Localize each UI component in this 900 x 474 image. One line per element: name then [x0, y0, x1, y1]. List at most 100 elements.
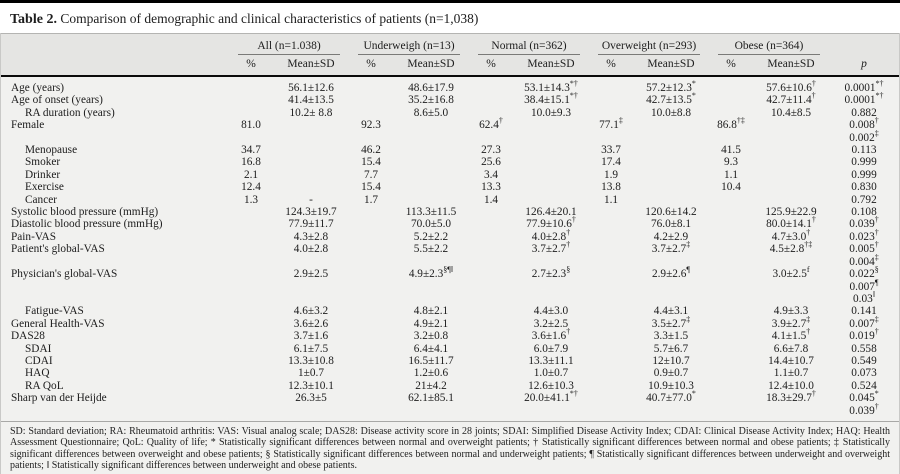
percent-header: %: [349, 55, 393, 77]
percent-cell: [349, 231, 393, 243]
row-label: Systolic blood pressure (mmHg): [11, 206, 159, 219]
percent-cell: [589, 94, 633, 106]
percent-cell: [469, 355, 513, 367]
mean-sd-cell: 4.8±2.1: [413, 305, 449, 318]
group-header-all: All (n=1.038): [229, 33, 349, 55]
mean-sd-cell: 6.1±7.5: [293, 342, 329, 355]
percent-cell: 62.4†: [479, 116, 503, 132]
mean-sd-cell: 4.5±2.8†‡: [769, 240, 813, 256]
mean-sd-cell: 4.6±3.2: [293, 305, 329, 318]
mean-sd-cell: [633, 169, 709, 181]
group-header-label: Overweight (n=293): [598, 40, 700, 55]
row-label: Smoker: [25, 156, 61, 169]
mean-sd-cell: 41.4±13.5: [288, 94, 334, 107]
percent-cell: [589, 355, 633, 367]
row-label: Diastolic blood pressure (mmHg): [11, 218, 163, 231]
row-label: RA duration (years): [25, 106, 115, 119]
row-label: Pain-VAS: [11, 230, 56, 243]
percent-cell: [469, 305, 513, 317]
mean-sd-cell: 8.6±5.0: [413, 106, 449, 119]
mean-sd-cell: -: [309, 193, 313, 206]
mean-sd-cell: [513, 144, 589, 156]
row-label: RA QoL: [25, 379, 64, 392]
percent-cell: 10.4: [721, 181, 741, 194]
table-row: HAQ 1±0.7 1.2±0.6 1.0±0.7 0.9±0.7 1.1±0.7 0.07…: [1, 367, 899, 379]
table-row: Age of onset (years) 41.4±13.5 35.2±16.8 38…: [1, 91, 899, 107]
mean-sd-cell: [633, 144, 709, 156]
mean-sd-cell: 12.3±10.1: [288, 379, 334, 392]
table-row: Fatigue-VAS 4.6±3.2 4.8±2.1 4.4±3.0 4.4±3.1 4…: [1, 305, 899, 317]
mean-sd-cell: [513, 119, 589, 144]
mean-sd-header: Mean±SD: [393, 55, 469, 77]
mean-sd-cell: 3.7±2.7‡: [651, 240, 691, 256]
footnote-divider: [1, 420, 899, 422]
percent-cell: [349, 218, 393, 230]
mean-sd-cell: 76.0±8.1: [650, 218, 692, 231]
percent-cell: [709, 367, 753, 379]
group-header-obese: Obese (n=364): [709, 33, 830, 55]
percent-cell: [469, 218, 513, 230]
mean-sd-cell: 18.3±29.7†: [766, 389, 816, 405]
mean-sd-cell: 4.2±2.9: [653, 230, 689, 243]
row-label: HAQ: [25, 367, 50, 380]
p-value-cell: 0.008† 0.002‡: [849, 116, 879, 144]
mean-sd-cell: 5.7±6.7: [653, 342, 689, 355]
mean-sd-cell: [633, 181, 709, 193]
percent-cell: 27.3: [481, 144, 501, 157]
table-row: Exercise 12.4 15.4 13.3 13.8 10.4 0.830: [1, 181, 899, 193]
table-row: SDAI 6.1±7.5 6.4±4.1 6.0±7.9 5.7±6.7 6.6±7.8 0…: [1, 343, 899, 355]
mean-sd-cell: 3.2±2.5: [533, 317, 569, 330]
mean-sd-cell: [633, 156, 709, 168]
percent-cell: [709, 268, 753, 305]
percent-cell: [229, 343, 273, 355]
mean-sd-cell: 10.0±9.3: [530, 106, 572, 119]
table-row: RA QoL 12.3±10.1 21±4.2 12.6±10.3 10.9±10.3 1…: [1, 380, 899, 392]
mean-sd-cell: 21±4.2: [415, 379, 447, 392]
mean-sd-cell: [753, 181, 829, 193]
mean-sd-cell: [513, 181, 589, 193]
mean-sd-cell: 5.2±2.2: [413, 230, 449, 243]
row-label: Cancer: [25, 193, 57, 206]
percent-cell: [469, 268, 513, 305]
mean-sd-cell: 42.7±11.4†: [766, 91, 816, 107]
percent-cell: [229, 355, 273, 367]
percent-cell: [469, 206, 513, 218]
percent-cell: 34.7: [241, 144, 261, 157]
percent-cell: 3.4: [483, 168, 499, 181]
row-label: General Health-VAS: [11, 317, 105, 330]
p-value-cell: 0.113: [851, 144, 877, 157]
percent-cell: 2.1: [243, 168, 259, 181]
row-label: Exercise: [25, 181, 64, 194]
percent-cell: [469, 243, 513, 268]
mean-sd-cell: [393, 119, 469, 144]
percent-cell: 16.8: [241, 156, 261, 169]
mean-sd-cell: 1.2±0.6: [413, 367, 449, 380]
mean-sd-cell: [273, 144, 349, 156]
sub-header-row: % Mean±SD % Mean±SD % Mean±SD % Mean±SD …: [1, 55, 900, 77]
row-label: Age (years): [11, 82, 65, 94]
percent-cell: [349, 206, 393, 218]
group-header-label: Obese (n=364): [718, 40, 821, 55]
percent-cell: [589, 330, 633, 342]
percent-cell: [589, 206, 633, 218]
p-value-cell: 0.045* 0.039†: [849, 389, 879, 417]
percent-cell: [349, 330, 393, 342]
percent-cell: [229, 318, 273, 330]
mean-sd-cell: [273, 156, 349, 168]
p-value-cell: 0.019†: [849, 327, 879, 343]
mean-sd-cell: 3.6±1.6†: [531, 327, 571, 343]
p-value-cell: 0.023†: [849, 228, 879, 243]
percent-cell: [589, 268, 633, 305]
mean-sd-cell: [753, 194, 829, 206]
percent-cell: [709, 218, 753, 230]
percent-cell: [349, 318, 393, 330]
percent-cell: 13.3: [481, 181, 501, 194]
percent-cell: [469, 380, 513, 392]
mean-sd-cell: 35.2±16.8: [408, 94, 454, 107]
percent-cell: [709, 318, 753, 330]
percent-cell: 12.4: [241, 181, 261, 194]
mean-sd-cell: 80.0±14.1†: [766, 215, 816, 231]
table-container: All (n=1.038) Underweigh (n=13) Normal (…: [0, 33, 900, 474]
table-title-text: Comparison of demographic and clinical c…: [60, 11, 479, 26]
